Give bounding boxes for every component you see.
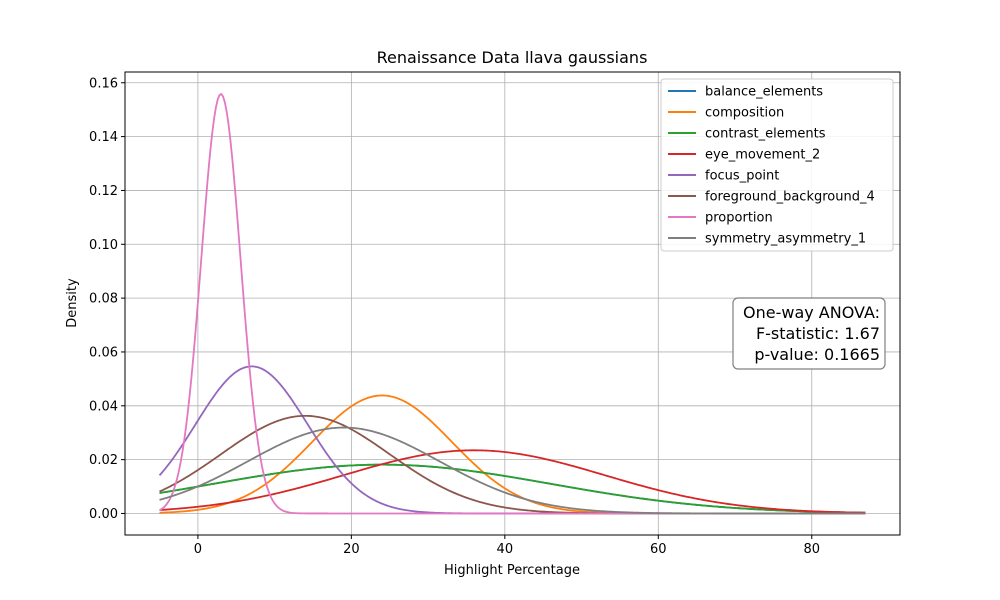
anova-title: One-way ANOVA:	[743, 303, 880, 322]
legend-label: contrast_elements	[705, 127, 826, 142]
legend-label: balance_elements	[705, 85, 823, 100]
legend-label: proportion	[705, 211, 773, 226]
series-line-contrast-elements	[159, 463, 866, 514]
legend-label: symmetry_asymmetry_1	[705, 232, 866, 247]
legend: balance_elements composition contrast_elem…	[660, 78, 894, 252]
x-tick-label: 0	[194, 542, 202, 557]
anova-box	[732, 297, 886, 370]
legend-label: composition	[705, 106, 784, 121]
y-tick-label: 0.04	[89, 399, 118, 414]
series-line-eye-movement-2	[159, 449, 866, 514]
anova-f-statistic: F-statistic: 1.67	[756, 324, 880, 343]
y-tick-label: 0.02	[89, 453, 118, 468]
legend-label: foreground_background_4	[705, 190, 875, 205]
y-tick-label: 0.16	[89, 76, 118, 91]
anova-annotation: One-way ANOVA: F-statistic: 1.67 p-value…	[732, 297, 886, 370]
series-line-symmetry-asymmetry-1	[159, 426, 866, 515]
legend-label: eye_movement_2	[705, 148, 820, 163]
chart-title: Renaissance Data llava gaussians	[377, 48, 648, 67]
y-tick-label: 0.00	[89, 507, 118, 522]
plot-frame	[124, 71, 901, 536]
curves	[158, 92, 866, 515]
legend-box	[660, 78, 894, 252]
y-tick-label: 0.10	[89, 238, 118, 253]
x-axis: 0 20 40 60 80	[194, 535, 820, 557]
x-tick-label: 40	[497, 542, 514, 557]
y-tick-label: 0.14	[89, 130, 118, 145]
x-tick-label: 60	[650, 542, 667, 557]
legend-label: focus_point	[705, 169, 779, 184]
x-tick-label: 20	[343, 542, 360, 557]
anova-p-value: p-value: 0.1665	[754, 345, 880, 364]
y-tick-label: 0.12	[89, 184, 118, 199]
y-axis: 0.00 0.02 0.04 0.06 0.08 0.10 0.12 0.14 0.16	[89, 76, 125, 522]
y-axis-label: Density	[65, 278, 80, 328]
y-tick-label: 0.08	[89, 292, 118, 307]
y-tick-label: 0.06	[89, 345, 118, 360]
x-tick-label: 80	[803, 542, 820, 557]
x-axis-label: Highlight Percentage	[444, 563, 580, 578]
